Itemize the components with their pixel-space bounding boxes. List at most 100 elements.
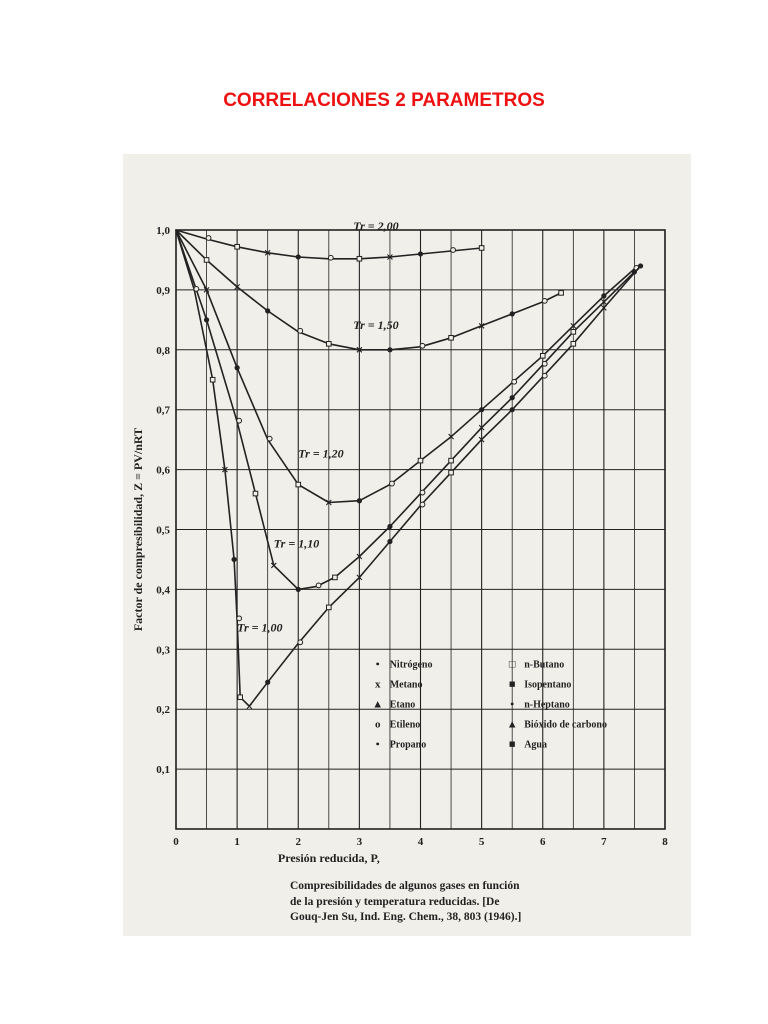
data-point (478, 424, 485, 431)
data-point (265, 308, 271, 314)
plot-frame (175, 229, 666, 830)
data-point (236, 615, 243, 622)
data-point (541, 360, 548, 367)
legend-marker: ■ (509, 738, 516, 750)
data-point (193, 286, 200, 292)
data-point (419, 489, 426, 496)
y-tick-label: 0,2 (156, 704, 170, 716)
data-point (448, 335, 454, 341)
legend-label: Metano (390, 679, 423, 690)
curve-label: Tr = 2,00 (353, 219, 398, 233)
data-point (327, 254, 334, 261)
x-axis-label: Presión reducida, P, (278, 851, 380, 865)
data-point (478, 436, 485, 443)
data-point (450, 247, 456, 253)
data-point (297, 327, 304, 334)
legend-label: Nitrógeno (390, 659, 433, 670)
data-point (222, 466, 228, 473)
data-point (203, 257, 210, 263)
data-point (325, 499, 332, 506)
data-point (265, 679, 271, 685)
data-point (601, 293, 607, 299)
legend-marker: ▲ (507, 718, 518, 730)
legend-label: Isopentano (524, 679, 571, 690)
data-point (478, 322, 485, 329)
x-tick-label: 3 (357, 836, 363, 848)
data-point (266, 435, 273, 442)
document-title: CORRELACIONES 2 PARAMETROS (223, 90, 545, 111)
legend-label: Agua (524, 739, 547, 750)
data-point (387, 538, 393, 545)
data-point (297, 639, 304, 646)
data-point (203, 317, 210, 323)
data-point (600, 298, 607, 305)
curve-label: Tr = 1,20 (298, 447, 343, 461)
y-tick-label: 0,3 (156, 644, 170, 656)
data-point (419, 501, 426, 508)
y-tick-label: 0,6 (156, 465, 170, 477)
curve-label: Tr = 1,00 (237, 620, 282, 634)
data-point (234, 365, 240, 371)
legend-label: n-Heptano (524, 699, 570, 710)
data-point (558, 290, 564, 296)
data-point (417, 457, 424, 464)
data-point (326, 341, 332, 347)
data-point (570, 322, 577, 329)
legend-label: Etileno (390, 719, 421, 730)
y-tick-label: 0,8 (156, 345, 170, 357)
y-tick-label: 0,9 (156, 285, 170, 297)
curve-110 (175, 229, 635, 591)
data-point (479, 407, 485, 413)
caption-line: de la presión y temperatura reducidas. [… (290, 895, 500, 908)
data-point (387, 254, 393, 260)
legend-marker: ■ (509, 678, 516, 690)
data-point (387, 523, 393, 530)
data-point (509, 311, 515, 317)
data-point (236, 417, 243, 424)
x-tick-label: 4 (418, 836, 424, 848)
data-point (231, 556, 237, 563)
data-point (234, 284, 241, 290)
x-tick-label: 8 (662, 836, 668, 848)
legend-marker: ▲ (372, 698, 383, 710)
y-axis-label: Factor de compresibilidad, Z = PV/nRT (131, 428, 145, 631)
data-point (205, 235, 212, 241)
caption-line: Gouq-Jen Su, Ind. Eng. Chem., 38, 803 (1… (290, 911, 522, 924)
legend-label: Bióxido de carbono (524, 719, 607, 730)
data-point (600, 304, 607, 311)
legend-marker: x (375, 678, 381, 690)
legend-marker: • (376, 658, 380, 670)
data-point (387, 347, 393, 353)
legend-marker: • (510, 698, 514, 710)
scanned-figure: 0 1 2 3 4 5 6 7 8 0,1 0,2 0,3 0,4 0,5 0,6 0,7 0,8 0,9 1,0 P… (123, 154, 691, 936)
data-point (511, 378, 518, 385)
y-tick-label: 1,0 (156, 225, 170, 237)
y-tick-label: 0,7 (156, 405, 170, 417)
data-point (509, 407, 515, 413)
curve-label: Tr = 1,10 (274, 536, 319, 550)
legend-marker: • (376, 738, 380, 750)
legend-label: Etano (390, 699, 416, 710)
curve-150 (175, 229, 562, 351)
data-point (541, 372, 548, 379)
data-point (252, 490, 259, 497)
data-point (246, 703, 253, 710)
data-point (389, 480, 395, 487)
data-point (234, 243, 240, 250)
legend-label: n-Butano (524, 659, 564, 670)
caption-line: Compresibilidades de algunos gases en fu… (290, 880, 520, 892)
legend-label: Propano (390, 739, 427, 750)
data-point (295, 586, 301, 592)
data-point (509, 395, 515, 401)
data-point (270, 562, 277, 569)
data-point (478, 245, 485, 251)
y-tick-label: 0,1 (156, 764, 170, 776)
x-tick-label: 7 (601, 836, 607, 848)
data-point (417, 251, 424, 257)
x-tick-label: 6 (540, 836, 546, 848)
data-point (356, 498, 362, 504)
data-point (637, 263, 644, 269)
x-tick-label: 5 (479, 836, 485, 848)
data-point (295, 254, 301, 260)
data-point (541, 297, 548, 304)
